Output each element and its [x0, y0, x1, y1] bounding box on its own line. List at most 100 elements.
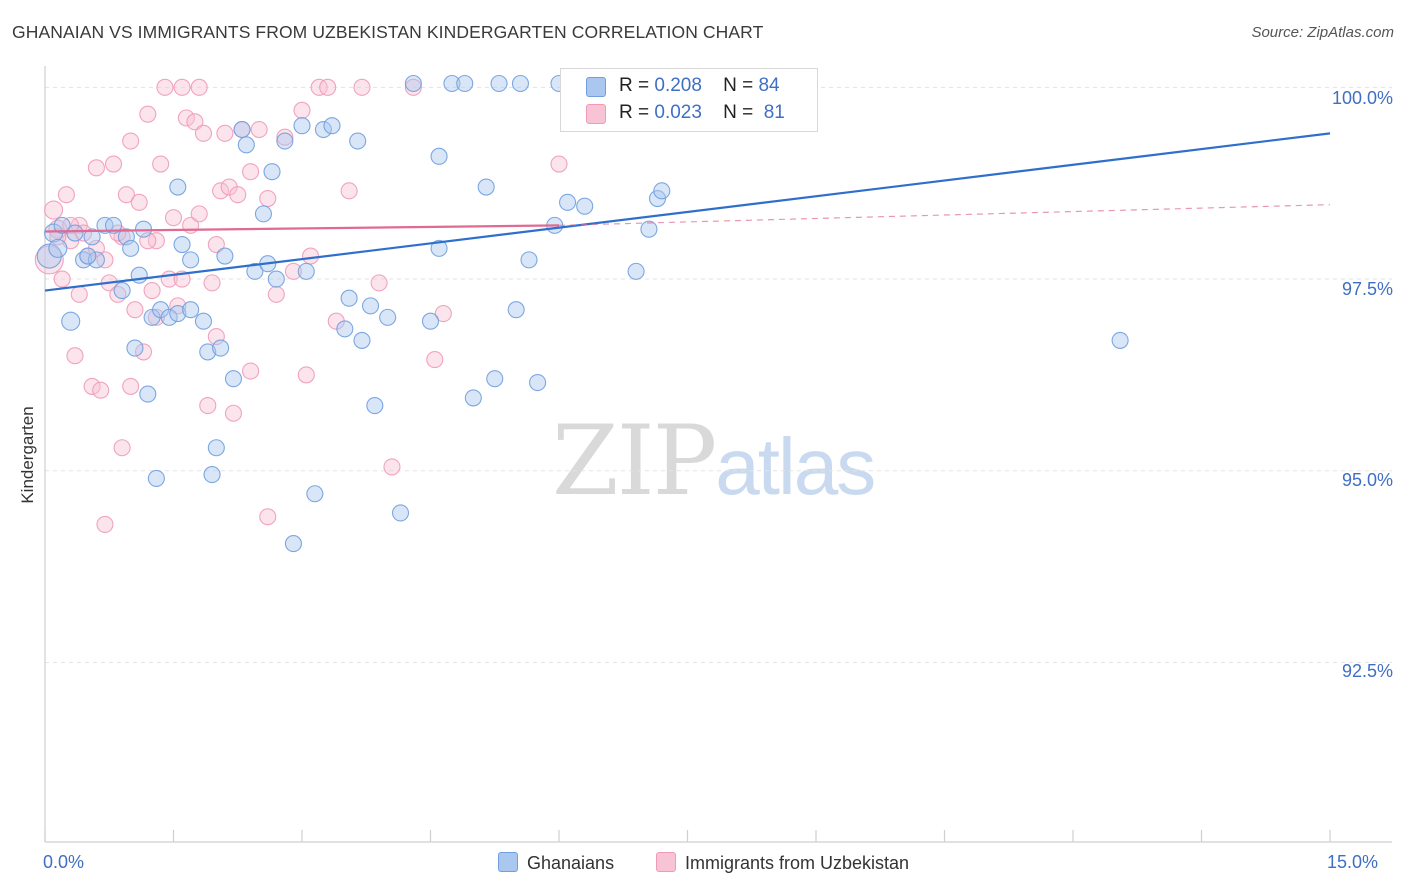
ghanaian-point	[160, 308, 178, 326]
uzbekistan-point	[242, 362, 260, 380]
ghanaian-point	[490, 74, 508, 93]
uzbekistan-point	[259, 189, 277, 208]
ghanaian-point	[456, 74, 474, 93]
ghanaian-point	[267, 270, 285, 288]
ghanaian-point	[87, 251, 105, 269]
ghanaian-point	[464, 389, 482, 407]
ghanaian-point	[653, 182, 671, 200]
legend-label: Immigrants from Uzbekistan	[685, 853, 910, 873]
uzbekistan-point	[229, 186, 247, 204]
watermark-atlas: atlas	[715, 422, 876, 511]
ghanaian-point	[576, 197, 594, 215]
uzbekistan-point	[353, 78, 371, 96]
ghanaian-point	[53, 216, 71, 234]
ghanaian-point	[199, 343, 217, 361]
y-tick-label: 92.5%	[1341, 661, 1393, 681]
ghanaian-point	[293, 117, 311, 135]
ghanaian-point	[48, 238, 68, 258]
uzbekistan-point	[383, 458, 401, 476]
ghanaian-point	[104, 216, 123, 234]
ghanaian-point	[169, 305, 187, 323]
uzbekistan-point	[92, 381, 110, 399]
r-value: 0.023	[654, 102, 702, 123]
ghanaian-point	[284, 535, 302, 553]
ghanaian-point	[182, 251, 200, 269]
uzbekistan-point	[139, 105, 157, 123]
uzbekistan-point	[199, 397, 217, 415]
ghanaian-point	[323, 117, 341, 135]
ghanaian-point	[113, 281, 131, 300]
ghanaian-point	[314, 120, 332, 139]
uzbekistan-swatch	[586, 104, 606, 124]
uzbekistan-point	[550, 155, 568, 173]
ghanaian-point	[207, 439, 225, 457]
ghanaian-point	[147, 469, 165, 487]
uzbekistan-point	[302, 247, 320, 265]
uzbekistan-point	[293, 101, 311, 119]
ghanaian-point	[233, 120, 251, 139]
ghanaian-point	[297, 262, 315, 280]
n-label: N =	[723, 102, 754, 123]
n-value: 81	[763, 102, 785, 123]
uzbekistan-point	[284, 262, 302, 280]
ghanaian-point	[430, 147, 448, 165]
ghanaian-point	[1111, 331, 1129, 349]
uzbekistan-point	[96, 515, 114, 533]
ghanaian-point	[349, 132, 367, 150]
uzbekistan-point	[44, 200, 64, 220]
r-label: R =	[619, 102, 650, 123]
ghanaian-point	[122, 239, 140, 257]
ghanaian-point	[430, 239, 448, 257]
uzbekistan-legend-swatch	[656, 852, 676, 872]
uzbekistan-point	[177, 109, 195, 127]
y-tick-label: 97.5%	[1341, 279, 1393, 299]
ghanaians-swatch	[586, 77, 606, 97]
uzbekistan-point	[340, 182, 358, 200]
uzbekistan-point	[156, 78, 174, 96]
ghanaian-point	[379, 308, 397, 326]
uzbekistan-point	[122, 377, 140, 395]
uzbekistan-point	[190, 205, 208, 223]
uzbekistan-trend-extension	[558, 204, 1331, 226]
ghanaian-point	[254, 205, 273, 223]
ghanaian-point	[216, 247, 234, 265]
uzbekistan-point	[134, 343, 153, 361]
uzbekistan-point	[122, 132, 140, 150]
ghanaian-point	[421, 312, 440, 330]
uzbekistan-point	[117, 186, 135, 204]
uzbekistan-point	[319, 78, 337, 96]
ghanaian-point	[486, 370, 504, 388]
ghanaian-point	[237, 136, 255, 154]
ghanaian-point	[182, 301, 200, 319]
x-tick-label-max: 15.0%	[1327, 852, 1379, 872]
uzbekistan-point	[190, 78, 208, 96]
ghanaian-point	[443, 74, 461, 93]
uzbekistan-point	[83, 377, 101, 395]
ghanaian-point	[203, 466, 221, 484]
uzbekistan-point	[130, 193, 148, 211]
uzbekistan-point	[66, 347, 84, 365]
ghanaian-point	[169, 178, 187, 196]
uzbekistan-point	[267, 285, 285, 303]
ghanaian-point	[477, 178, 495, 196]
uzbekistan-point	[224, 404, 243, 422]
uzbekistan-point	[434, 305, 452, 323]
uzbekistan-point	[370, 274, 388, 292]
stats-text: R = 0.208 N = 84	[619, 75, 780, 97]
y-tick-label: 100.0%	[1331, 88, 1393, 108]
ghanaian-point	[139, 385, 157, 403]
ghanaian-point	[194, 312, 213, 330]
uzbekistan-point	[75, 224, 93, 242]
uzbekistan-point	[203, 274, 221, 292]
uzbekistan-point	[216, 124, 234, 142]
n-value: 84	[758, 75, 780, 96]
ghanaian-point	[340, 289, 358, 307]
legend-label: Ghanaians	[527, 853, 615, 873]
uzbekistan-point	[152, 155, 170, 173]
ghanaian-point	[66, 224, 84, 242]
source-label: Source: ZipAtlas.com	[1251, 24, 1394, 41]
ghanaian-point	[391, 504, 410, 522]
ghanaian-point	[79, 247, 97, 265]
uzbekistan-point	[57, 186, 75, 204]
